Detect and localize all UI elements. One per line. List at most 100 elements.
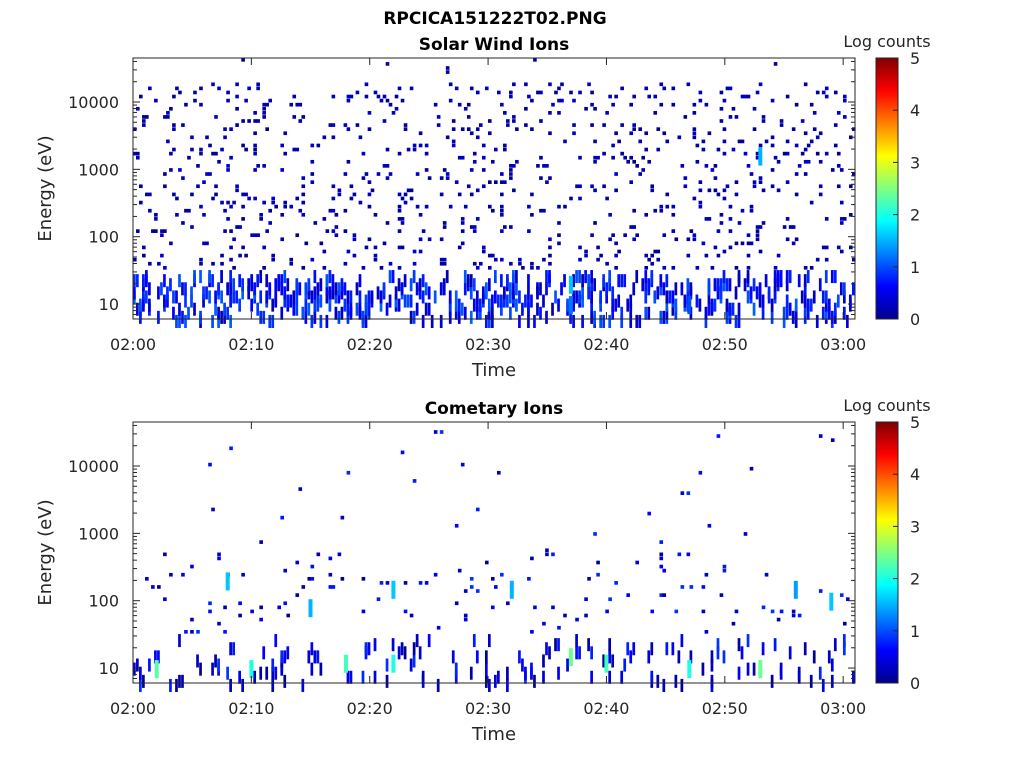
spectrogram-cell	[545, 180, 549, 185]
x-tick-label: 02:40	[583, 335, 629, 354]
spectrogram-cell	[803, 642, 807, 656]
spectrogram-cell	[328, 123, 333, 127]
spectrogram-cell	[650, 188, 655, 193]
spectrogram-cell	[223, 127, 227, 131]
spectrogram-cell	[623, 658, 627, 672]
spectrogram-cell	[713, 298, 717, 312]
spectrogram-cell	[304, 282, 308, 296]
spectrogram-cell	[632, 94, 636, 99]
spectrogram-cell	[518, 257, 522, 262]
spectrogram-cell	[509, 168, 513, 172]
x-axis-label: Time	[471, 724, 516, 745]
spectrogram-cell	[578, 245, 582, 250]
spectrogram-cell	[193, 270, 196, 284]
spectrogram-cell	[301, 184, 306, 189]
spectrogram-cell	[475, 265, 480, 270]
spectrogram-cell	[749, 172, 754, 176]
spectrogram-cell	[145, 192, 149, 197]
spectrogram-cell	[686, 491, 691, 495]
spectrogram-cell	[331, 184, 336, 189]
spectrogram-cell	[770, 135, 775, 140]
spectrogram-cell	[406, 147, 411, 152]
spectrogram-cell	[599, 253, 603, 258]
spectrogram-cell	[439, 257, 444, 262]
spectrogram-cell	[214, 192, 218, 197]
spectrogram-cell	[734, 115, 739, 119]
spectrogram-cell	[785, 294, 789, 308]
spectrogram-cell	[749, 241, 754, 246]
spectrogram-cell	[298, 282, 302, 296]
spectrogram-cell	[196, 164, 200, 168]
spectrogram-cell	[629, 294, 633, 308]
spectrogram-cell	[611, 155, 615, 160]
spectrogram-cell	[524, 82, 528, 87]
spectrogram-cell	[632, 282, 636, 296]
spectrogram-cell	[283, 270, 287, 284]
spectrogram-cell	[148, 282, 151, 296]
spectrogram-cell	[163, 265, 167, 270]
spectrogram-cell	[373, 253, 378, 258]
spectrogram-cell	[211, 507, 215, 512]
spectrogram-cell	[662, 265, 667, 270]
spectrogram-cell	[752, 106, 757, 111]
spectrogram-cell	[815, 151, 820, 156]
spectrogram-cell	[629, 131, 633, 136]
spectrogram-cell	[388, 270, 392, 284]
spectrogram-cell	[163, 172, 167, 176]
spectrogram-cell	[662, 593, 667, 597]
spectrogram-cell	[277, 274, 281, 288]
spectrogram-cell	[220, 253, 224, 258]
spectrogram-cell	[481, 168, 486, 172]
spectrogram-cell	[506, 119, 510, 123]
spectrogram-cell	[193, 98, 197, 103]
spectrogram-cell	[821, 306, 825, 320]
x-tick-label: 02:00	[110, 699, 156, 718]
spectrogram-cell	[704, 253, 709, 258]
spectrogram-cell	[190, 564, 194, 569]
spectrogram-cell	[761, 221, 766, 225]
spectrogram-cell	[824, 290, 828, 304]
spectrogram-cell	[737, 666, 741, 680]
spectrogram-cell	[578, 270, 581, 284]
spectrogram-cell	[677, 650, 681, 664]
spectrogram-cell	[199, 102, 203, 107]
hotspot-cell	[829, 592, 834, 611]
spectrogram-cell	[509, 164, 513, 168]
spectrogram-cell	[244, 147, 248, 152]
spectrogram-cell	[701, 147, 706, 152]
spectrogram-cell	[746, 662, 750, 676]
spectrogram-cell	[494, 674, 497, 688]
spectrogram-cell	[851, 282, 855, 296]
spectrogram-cell	[701, 609, 706, 614]
spectrogram-cell	[506, 601, 510, 606]
x-axis-label: Time	[471, 360, 516, 381]
hotspot-cell	[249, 660, 254, 679]
spectrogram-cell	[256, 164, 260, 168]
spectrogram-cell	[343, 123, 348, 127]
spectrogram-cell	[770, 609, 775, 614]
spectrogram-cell	[301, 306, 305, 320]
spectrogram-cell	[367, 302, 371, 316]
spectrogram-cell	[319, 662, 323, 676]
spectrogram-cell	[475, 306, 479, 320]
spectrogram-cell	[683, 176, 688, 180]
spectrogram-cell	[364, 82, 369, 87]
spectrogram-cell	[184, 294, 187, 308]
spectrogram-cell	[421, 314, 425, 328]
spectrogram-cell	[454, 290, 458, 304]
spectrogram-cell	[665, 290, 669, 304]
spectrogram-cell	[785, 270, 789, 284]
spectrogram-cell	[334, 225, 339, 229]
spectrogram-cell	[241, 217, 245, 221]
spectrogram-cell	[608, 597, 612, 602]
spectrogram-cell	[710, 298, 714, 312]
spectrogram-cell	[608, 94, 612, 99]
x-tick-label: 02:50	[702, 699, 748, 718]
spectrogram-cell	[818, 434, 823, 438]
spectrogram-cell	[148, 192, 152, 197]
spectrogram-cell	[779, 270, 783, 284]
spectrogram-cell	[262, 200, 266, 205]
spectrogram-cell	[524, 106, 528, 111]
spectrogram-cell	[295, 302, 299, 316]
spectrogram-cell	[614, 241, 618, 246]
